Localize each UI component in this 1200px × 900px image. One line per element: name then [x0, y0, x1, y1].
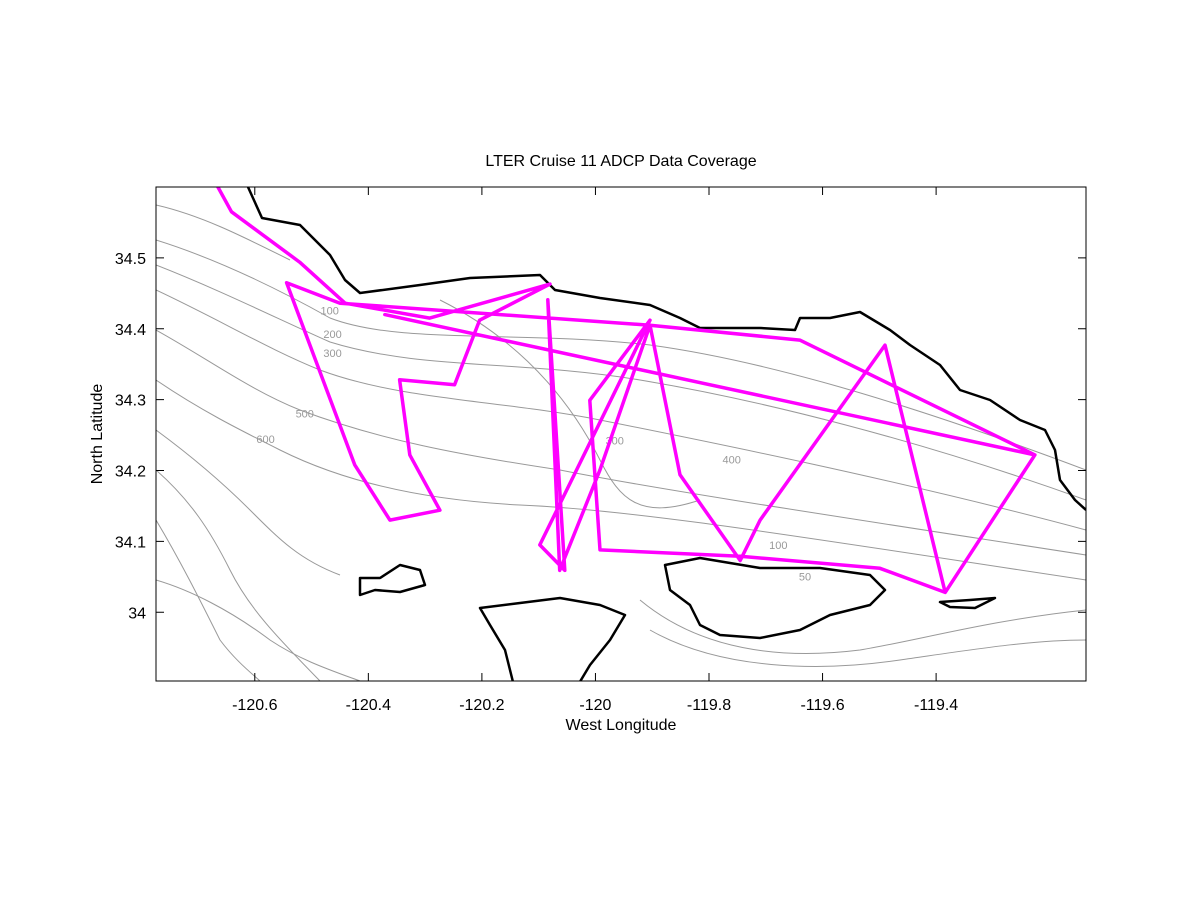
contour-label: 500: [296, 408, 314, 420]
ship-track: [216, 187, 1037, 595]
contour-label: 600: [256, 434, 274, 446]
anacapa-island: [938, 596, 997, 610]
plot-frame: [155, 186, 1087, 682]
contour: [156, 379, 1086, 581]
contour-label: 100: [769, 540, 787, 552]
y-axis-label: North Latitude: [89, 384, 106, 485]
x-tick-label: -119.4: [914, 697, 958, 714]
contour-label: 400: [723, 454, 741, 466]
x-tick-label: -119.8: [687, 697, 731, 714]
x-tick-label: -120.2: [459, 697, 504, 714]
y-tick-label: 34: [128, 605, 146, 622]
contour-label: 300: [323, 348, 341, 360]
contour: [639, 599, 1086, 654]
x-axis-label: West Longitude: [566, 717, 677, 734]
contour: [156, 264, 1086, 501]
y-tick-label: 34.5: [115, 251, 146, 268]
contour-label: 50: [799, 571, 811, 583]
contour: [156, 289, 1086, 531]
contour: [156, 329, 1086, 556]
mainland-coast: [246, 187, 1086, 511]
x-tick-label: -119.6: [800, 697, 844, 714]
contour: [649, 629, 1086, 667]
y-tick-label: 34.1: [115, 534, 146, 551]
x-tick-label: -120.6: [232, 697, 277, 714]
y-tick-label: 34.3: [115, 393, 146, 410]
contours: [156, 204, 1086, 681]
san-miguel-island: [358, 563, 427, 597]
x-tick-label: -120.4: [346, 697, 391, 714]
contour: [156, 204, 291, 261]
santa-cruz-island: [663, 556, 887, 640]
santa-rosa-island: [478, 596, 627, 681]
x-tick-label: -120: [579, 697, 611, 714]
chart-title: LTER Cruise 11 ADCP Data Coverage: [485, 153, 756, 170]
coastlines: [246, 187, 1086, 681]
y-tick-label: 34.2: [115, 464, 146, 481]
contour: [156, 469, 321, 681]
contour-label: 200: [323, 329, 341, 341]
contour: [156, 429, 341, 576]
contour: [156, 519, 261, 681]
y-tick-label: 34.4: [115, 322, 146, 339]
contour: [156, 579, 361, 681]
contour-label: 100: [321, 306, 339, 318]
contour: [156, 239, 1086, 471]
